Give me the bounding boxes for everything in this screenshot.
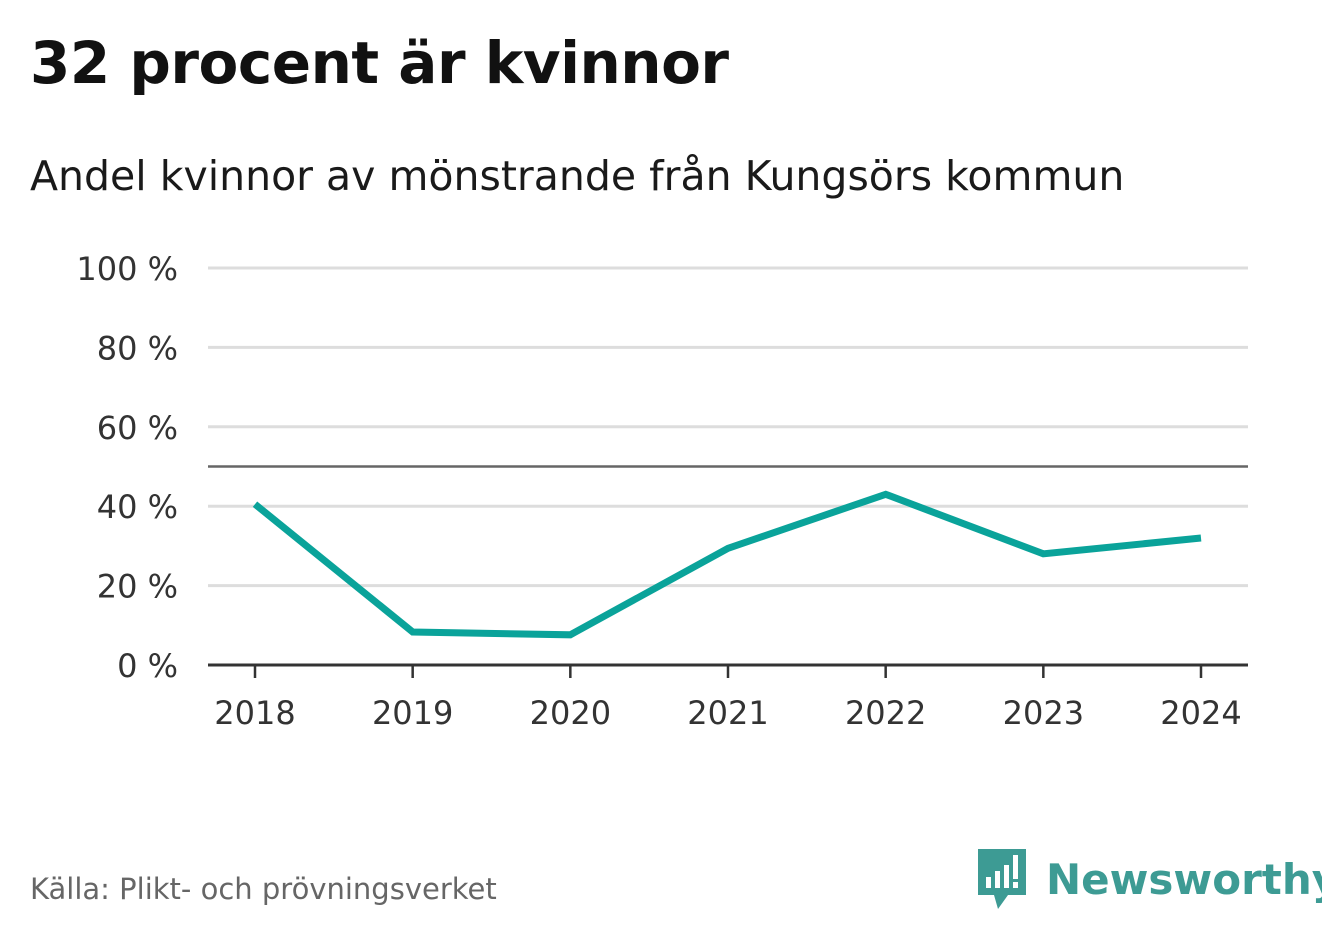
y-tick-label-60: 60 % bbox=[97, 409, 178, 447]
newsworthy-logo-icon bbox=[978, 849, 1026, 909]
x-tick-label-2023: 2023 bbox=[1003, 694, 1084, 732]
y-tick-label-0: 0 % bbox=[117, 647, 178, 685]
y-axis-labels: 0 % 20 % 40 % 60 % 80 % 100 % bbox=[76, 250, 178, 685]
series-group bbox=[252, 490, 1202, 639]
chart-subtitle: Andel kvinnor av mönstrande från Kungsör… bbox=[30, 152, 1125, 200]
x-tick-label-2020: 2020 bbox=[530, 694, 611, 732]
y-tick-label-40: 40 % bbox=[97, 488, 178, 526]
x-axis-labels: 2018 2019 2020 2021 2022 2023 2024 bbox=[214, 694, 1241, 732]
y-tick-label-20: 20 % bbox=[97, 568, 178, 606]
gridlines bbox=[208, 266, 1248, 588]
x-tick-label-2018: 2018 bbox=[214, 694, 295, 732]
x-tick-label-2021: 2021 bbox=[687, 694, 768, 732]
x-tick-label-2024: 2024 bbox=[1160, 694, 1241, 732]
y-tick-label-80: 80 % bbox=[97, 329, 178, 367]
series-line-0 bbox=[252, 490, 1202, 639]
source-note: Källa: Plikt- och prövningsverket bbox=[30, 872, 497, 906]
brand-logo: Newsworthy bbox=[978, 848, 1322, 912]
chart-title: 32 procent är kvinnor bbox=[30, 29, 729, 97]
brand-name: Newsworthy bbox=[1046, 855, 1322, 904]
x-axis bbox=[208, 663, 1248, 678]
y-tick-label-100: 100 % bbox=[76, 250, 178, 288]
x-tick-label-2022: 2022 bbox=[845, 694, 926, 732]
x-tick-label-2019: 2019 bbox=[372, 694, 453, 732]
